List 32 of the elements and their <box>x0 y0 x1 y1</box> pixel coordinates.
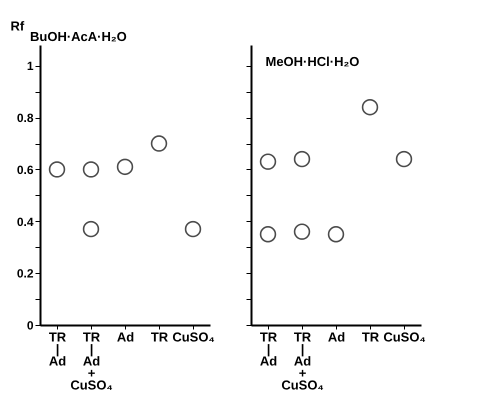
point <box>294 150 310 168</box>
x-tick-label: TR | Ad <box>48 330 67 368</box>
y-tick-label: 1 <box>26 59 34 74</box>
point <box>150 135 168 152</box>
point <box>328 226 344 242</box>
x-tick-label: CuSO₄ <box>383 330 426 344</box>
x-tick-label: Ad <box>116 330 134 344</box>
chart-title: BuOH·AcA·H₂O <box>30 29 127 44</box>
point <box>260 153 276 170</box>
x-tick-label: CuSO₄ <box>172 330 215 344</box>
x-tick-label: TR | Ad + CuSO₄ <box>281 330 324 392</box>
y-axis-title: Rf <box>10 18 25 34</box>
point <box>82 220 100 238</box>
point <box>260 226 276 242</box>
x-tick-label: TR <box>362 330 380 344</box>
point <box>82 161 100 178</box>
point <box>396 150 412 168</box>
y-tick-label: 0.2 <box>16 266 34 281</box>
point <box>362 99 378 116</box>
point <box>48 161 66 178</box>
point <box>184 220 202 238</box>
y-tick-label: 0.6 <box>16 162 34 177</box>
x-tick-label: Ad <box>328 330 346 344</box>
y-tick-label: 0.8 <box>16 111 34 126</box>
y-tick-label: 0.4 <box>16 214 34 229</box>
point <box>294 223 310 240</box>
y-tick-label: 0 <box>26 318 34 332</box>
x-tick-label: TR <box>150 330 169 344</box>
x-tick-label: TR | Ad <box>260 330 278 368</box>
point <box>116 158 134 176</box>
text: MeOH·HCl·H₂O <box>266 54 360 69</box>
x-tick-label: TR | Ad + CuSO₄ <box>70 330 113 392</box>
